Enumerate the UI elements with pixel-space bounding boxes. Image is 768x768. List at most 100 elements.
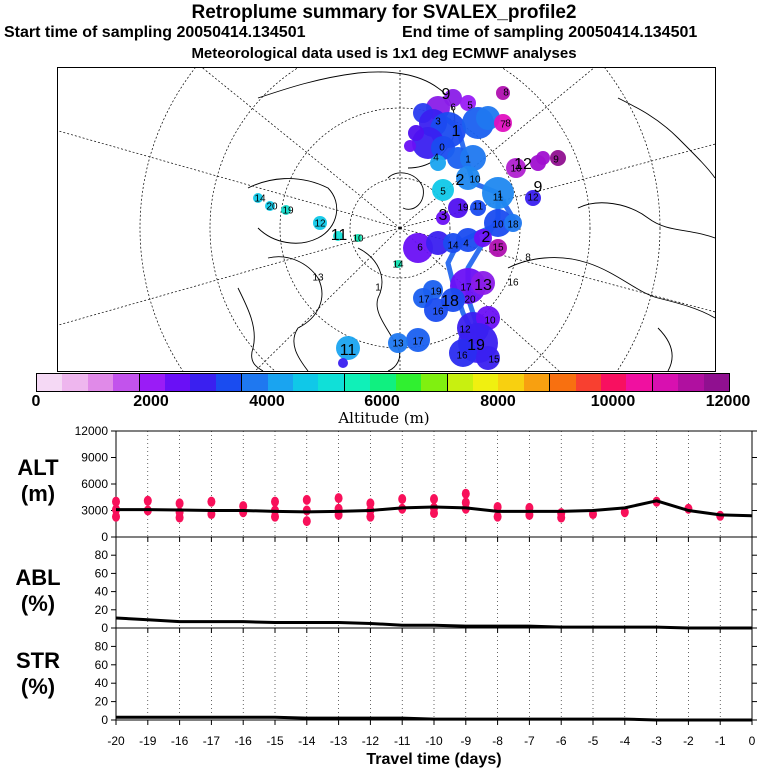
colorbar-swatch: [318, 374, 344, 391]
colorbar-tick-label: 10000: [590, 393, 636, 410]
plume-circle: [281, 205, 291, 215]
altitude-cluster-point: [461, 497, 470, 508]
colorbar-tick-label: 6000: [364, 393, 400, 410]
plume-circle: [506, 158, 526, 178]
plume-circle: [436, 211, 450, 225]
series-line-alt: [116, 499, 753, 518]
colorbar-swatch: [600, 374, 627, 391]
plume-circle: [456, 228, 480, 252]
y-tick-label: 40: [95, 585, 109, 599]
x-tick-label: -4: [619, 734, 630, 748]
altitude-cluster-point: [589, 509, 597, 520]
x-tick-label: 0: [749, 734, 756, 748]
plume-day-label: 2: [456, 172, 465, 189]
colorbar-swatch: [703, 374, 729, 391]
x-tick-label: -12: [362, 734, 380, 748]
colorbar-swatch: [241, 374, 268, 391]
plume-day-label: 14: [254, 194, 266, 205]
altitude-cluster-point: [239, 501, 248, 512]
altitude-cluster-point: [239, 507, 248, 518]
colorbar-label: Altitude (m): [338, 409, 430, 427]
altitude-cluster-point: [557, 508, 566, 519]
met-data-label: Meteorological data used is 1x1 deg ECMW…: [191, 45, 577, 62]
altitude-cluster-point: [684, 503, 693, 514]
altitude-cluster-point: [366, 505, 375, 516]
plume-circle: [265, 201, 275, 211]
plume-circle: [336, 336, 360, 360]
plume-day-label: 13: [312, 273, 324, 284]
plume-day-label: 19: [457, 203, 469, 214]
x-tick-label: -9: [460, 734, 471, 748]
altitude-cluster-point: [207, 496, 216, 507]
y-tick-label: 40: [95, 676, 109, 690]
plume-circle: [474, 229, 492, 247]
plume-day-label: 18: [507, 220, 519, 231]
plume-circle: [525, 190, 541, 206]
colorbar-swatch: [87, 374, 114, 391]
x-axis-label: Travel time (days): [366, 751, 501, 768]
y-tick-label: 80: [95, 548, 109, 562]
plume-day-label: 13: [474, 277, 492, 294]
colorbar-swatch: [370, 374, 396, 391]
x-tick-label: -16: [235, 734, 253, 748]
altitude-cluster-point: [620, 507, 629, 518]
y-tick-label: 20: [95, 603, 109, 617]
altitude-cluster-point: [430, 508, 438, 519]
plume-day-label: 11: [340, 342, 357, 359]
plume-circle: [406, 328, 430, 352]
plume-day-label: 3: [435, 117, 441, 128]
plume-day-label: 11: [331, 227, 348, 244]
plume-circle: [404, 140, 416, 152]
colorbar-swatch: [446, 374, 473, 391]
x-tick-label: -8: [492, 734, 503, 748]
plume-day-label: 1: [452, 123, 461, 140]
colorbar-swatch: [626, 374, 652, 391]
panel-frame: [115, 536, 753, 629]
plume-day-label: 10: [352, 234, 364, 245]
altitude-cluster-point: [112, 504, 120, 515]
plume-day-label: 9: [534, 179, 543, 196]
plume-day-label: 15: [492, 243, 504, 254]
x-tick-label: -14: [298, 734, 316, 748]
x-tick-label: -16: [171, 734, 189, 748]
plume-day-label: 12: [514, 156, 532, 173]
y-tick-label: 0: [101, 530, 108, 544]
colorbar-swatch: [62, 374, 88, 391]
colorbar-tick-label: 2000: [133, 393, 169, 410]
altitude-cluster-point: [143, 505, 152, 516]
y-tick-label: 3000: [81, 504, 108, 518]
plume-day-label: 19: [430, 287, 442, 298]
y-tick-label: 6000: [81, 477, 108, 491]
plume-day-label: 17: [412, 337, 424, 348]
x-tick-label: -6: [556, 734, 567, 748]
colorbar-tick-label: 12000: [705, 393, 751, 410]
altitude-cluster-point: [461, 503, 470, 514]
altitude-cluster-point: [112, 511, 120, 522]
plume-circle: [482, 177, 514, 209]
plume-day-label: 10: [484, 316, 496, 327]
plume-day-label: 8: [505, 119, 511, 130]
colorbar-swatch: [293, 374, 319, 391]
colorbar-swatch: [37, 374, 63, 391]
altitude-cluster-point: [334, 503, 343, 514]
plume-day-label: 1: [465, 155, 471, 166]
x-tick-label: -10: [425, 734, 443, 748]
plume-day-label: 1: [497, 190, 503, 201]
altitude-cluster-point: [525, 502, 534, 513]
y-tick-label: 60: [95, 566, 109, 580]
altitude-cluster-point: [430, 494, 438, 505]
plume-day-label: 16: [432, 307, 444, 318]
colorbar-swatch: [138, 374, 166, 391]
plume-day-label: 8: [503, 88, 509, 99]
altitude-cluster-point: [716, 510, 725, 521]
plume-circle: [253, 193, 263, 203]
series-line-abl: [115, 616, 752, 630]
plume-day-label: 14: [392, 260, 404, 271]
panel-frame: [115, 627, 753, 721]
colorbar-swatch: [395, 374, 422, 391]
plume-circle: [408, 125, 424, 141]
altitude-cluster-point: [430, 502, 438, 513]
plume-circle: [470, 200, 486, 216]
altitude-cluster-point: [302, 494, 311, 505]
altitude-cluster-point: [271, 505, 279, 516]
